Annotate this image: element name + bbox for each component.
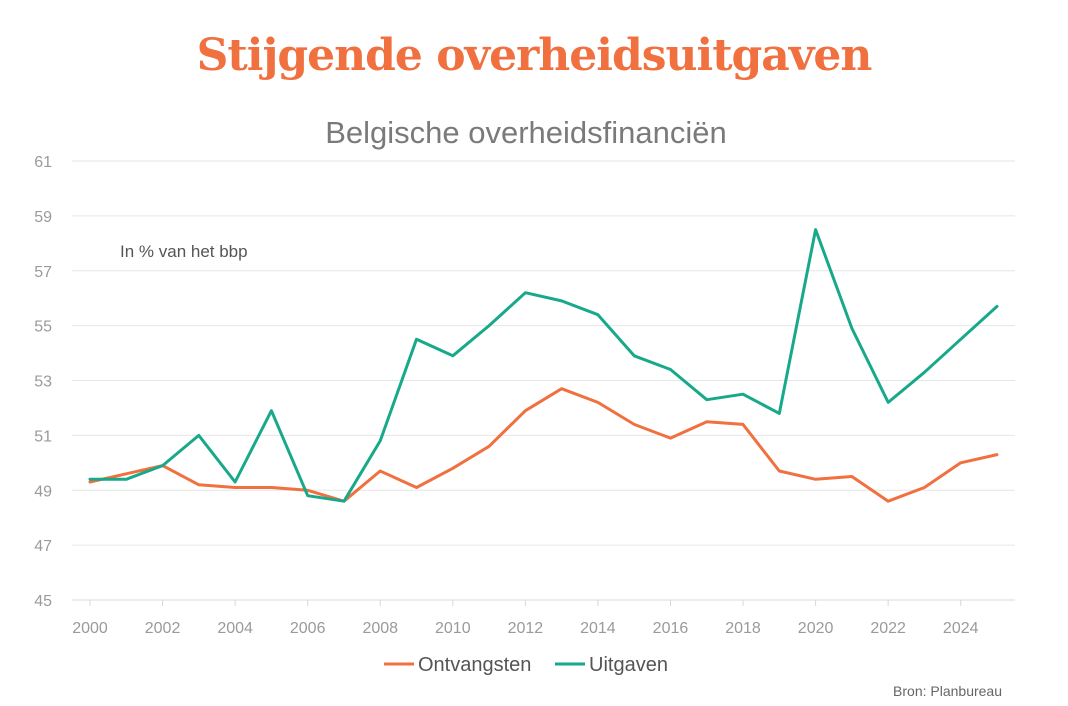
y-axis-ticks: 45 47 49 51 53 55 57 59 61	[34, 154, 52, 610]
y-tick-label: 59	[34, 209, 52, 226]
x-tick-label: 2006	[290, 620, 326, 637]
x-tick-label: 2014	[580, 620, 616, 637]
x-tick-label: 2002	[145, 620, 181, 637]
unit-annotation: In % van het bbp	[120, 242, 248, 261]
series-lines	[88, 228, 999, 503]
y-tick-label: 49	[34, 483, 52, 500]
legend-label-ontvangsten: Ontvangsten	[418, 654, 531, 676]
y-tick-label: 57	[34, 264, 52, 281]
x-tick-label: 2000	[72, 620, 108, 637]
series-line-ontvangsten	[88, 387, 999, 503]
x-tick-label: 2022	[870, 620, 906, 637]
legend-label-uitgaven: Uitgaven	[589, 654, 668, 676]
x-tick-label: 2004	[217, 620, 253, 637]
y-tick-label: 61	[34, 154, 52, 171]
x-tick-label: 2008	[362, 620, 398, 637]
y-tick-label: 45	[34, 593, 52, 610]
gridlines	[72, 160, 1015, 546]
y-tick-label: 47	[34, 538, 52, 555]
x-tick-label: 2016	[653, 620, 689, 637]
x-tick-label: 2010	[435, 620, 471, 637]
x-axis-ticks: 2000 2002 2004 2006 2008 2010 2012 2014 2016 2018…	[72, 600, 979, 637]
legend: Ontvangsten Uitgaven	[384, 654, 668, 676]
chart-title: Stijgende overheidsuitgaven	[196, 30, 873, 81]
x-tick-label: 2024	[943, 620, 979, 637]
series-line-uitgaven	[88, 228, 999, 503]
chart-subtitle: Belgische overheidsfinanciën	[325, 115, 727, 150]
y-tick-label: 53	[34, 374, 52, 391]
x-tick-label: 2020	[798, 620, 834, 637]
y-tick-label: 55	[34, 319, 52, 336]
source-note: Bron: Planbureau	[893, 683, 1002, 699]
x-tick-label: 2012	[508, 620, 544, 637]
y-tick-label: 51	[34, 428, 52, 445]
x-tick-label: 2018	[725, 620, 761, 637]
